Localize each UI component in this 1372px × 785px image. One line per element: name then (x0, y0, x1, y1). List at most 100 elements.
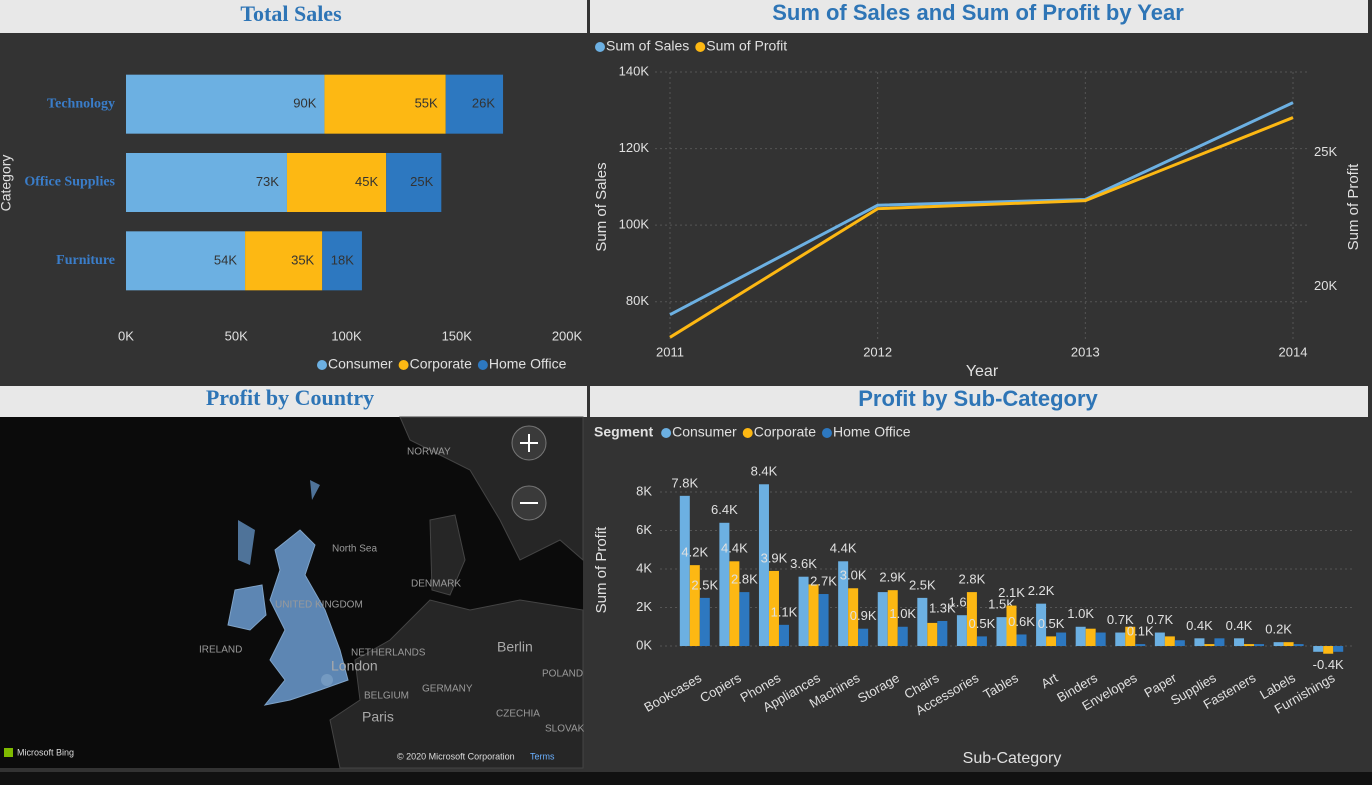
legend-marker (661, 428, 672, 438)
y-axis-label: Category (0, 155, 14, 212)
bar (1095, 632, 1106, 647)
data-label: 3.9K (761, 550, 788, 565)
bar (286, 153, 387, 212)
data-label: 2.2K (1028, 583, 1055, 598)
legend-marker (595, 42, 605, 52)
data-label: 4.4K (830, 541, 857, 556)
bar (1036, 603, 1047, 647)
map-label: UNITED KINGDOM (275, 600, 363, 611)
bar (838, 561, 849, 647)
bar (245, 231, 323, 291)
data-label: 4.4K (721, 541, 748, 556)
y2-tick-label: 20K (1314, 278, 1337, 293)
map-label: NETHERLANDS (351, 648, 426, 659)
y-tick-label: Furniture (56, 253, 115, 268)
bar (808, 584, 819, 647)
data-label: 0.4K (1186, 618, 1213, 633)
map-marker (321, 674, 333, 686)
data-label: 1.3K (929, 600, 956, 615)
x-tick-label: 2012 (863, 344, 892, 359)
bar (887, 590, 898, 647)
data-label: 0.2K (1265, 622, 1292, 637)
title-bar (0, 0, 587, 33)
map-land (429, 514, 466, 596)
bar (689, 565, 700, 647)
y-tick-label: 8K (636, 483, 652, 498)
bar (1293, 644, 1304, 647)
bar (897, 626, 908, 647)
data-label: 2.5K (691, 577, 718, 592)
bar (679, 495, 690, 647)
bar (778, 624, 789, 647)
data-label: 1.0K (1067, 606, 1094, 621)
bar (818, 594, 829, 647)
x-axis-label: Sub-Category (963, 750, 1062, 767)
data-label: 0.5K (969, 616, 996, 631)
legend-label: Home Office (489, 356, 567, 372)
legend-label: Consumer (672, 424, 737, 440)
x-tick-label: 2011 (656, 344, 684, 359)
map-provider: Microsoft Bing (17, 747, 74, 757)
bar (1125, 626, 1136, 647)
data-label: 4.2K (681, 545, 708, 560)
data-label: 3.0K (840, 568, 867, 583)
map-label: CZECHIA (496, 709, 540, 720)
map-label: North Sea (332, 544, 377, 555)
title-bar (0, 386, 587, 417)
chart-title: Sum of Sales and Sum of Profit by Year (772, 0, 1184, 25)
bar (1204, 644, 1215, 647)
x-tick-label: 2013 (1071, 344, 1100, 359)
map-label: IRELAND (199, 645, 242, 656)
bar (798, 576, 809, 647)
data-label: 25K (410, 174, 433, 189)
map-terms[interactable]: Terms (530, 751, 555, 761)
map-label: Berlin (497, 639, 533, 655)
data-label: 6.4K (711, 502, 738, 517)
bar (1244, 644, 1255, 647)
x-tick-label: 50K (225, 328, 248, 343)
bar (996, 617, 1007, 647)
data-label: 26K (472, 96, 495, 111)
data-label: 54K (214, 252, 237, 267)
data-label: 1.0K (889, 606, 916, 621)
bar (386, 153, 442, 212)
y-tick-label: 120K (619, 140, 650, 155)
data-label: 2.9K (879, 570, 906, 585)
bar (768, 570, 779, 647)
legend-marker (477, 360, 488, 370)
y-axis-label: Sum of Profit (593, 526, 610, 614)
data-label: 1.1K (771, 604, 798, 619)
bar (877, 592, 888, 647)
y-tick-label: 4K (636, 560, 652, 575)
map-copyright: © 2020 Microsoft Corporation (397, 751, 515, 761)
map-country (227, 584, 267, 631)
bar (1214, 638, 1225, 647)
bar (719, 522, 730, 647)
provider-logo (4, 748, 13, 757)
y-tick-label: 0K (636, 637, 652, 652)
data-label: 0.5K (1038, 616, 1065, 631)
legend-marker (821, 428, 832, 438)
map-country (263, 529, 349, 706)
data-label: -0.4K (1313, 657, 1344, 672)
x-tick-label: 100K (331, 328, 362, 343)
y-axis-label: Sum of Sales (593, 162, 610, 251)
y-tick-label: Technology (47, 96, 115, 111)
legend-marker (742, 428, 753, 438)
bar (1313, 646, 1324, 652)
data-label: 7.8K (671, 475, 698, 490)
bar (758, 484, 769, 647)
y-tick-label: 100K (619, 217, 650, 232)
map-label: GERMANY (422, 684, 473, 695)
y-tick-label: Office Supplies (24, 175, 115, 190)
data-label: 2.7K (810, 573, 837, 588)
map-label: BELGIUM (364, 691, 409, 702)
bar (324, 74, 446, 134)
y-tick-label: 80K (626, 293, 649, 308)
data-label: 73K (256, 174, 279, 189)
data-label: 45K (355, 174, 378, 189)
data-label: 90K (293, 96, 316, 111)
bar (1016, 634, 1027, 647)
bar (699, 597, 710, 647)
